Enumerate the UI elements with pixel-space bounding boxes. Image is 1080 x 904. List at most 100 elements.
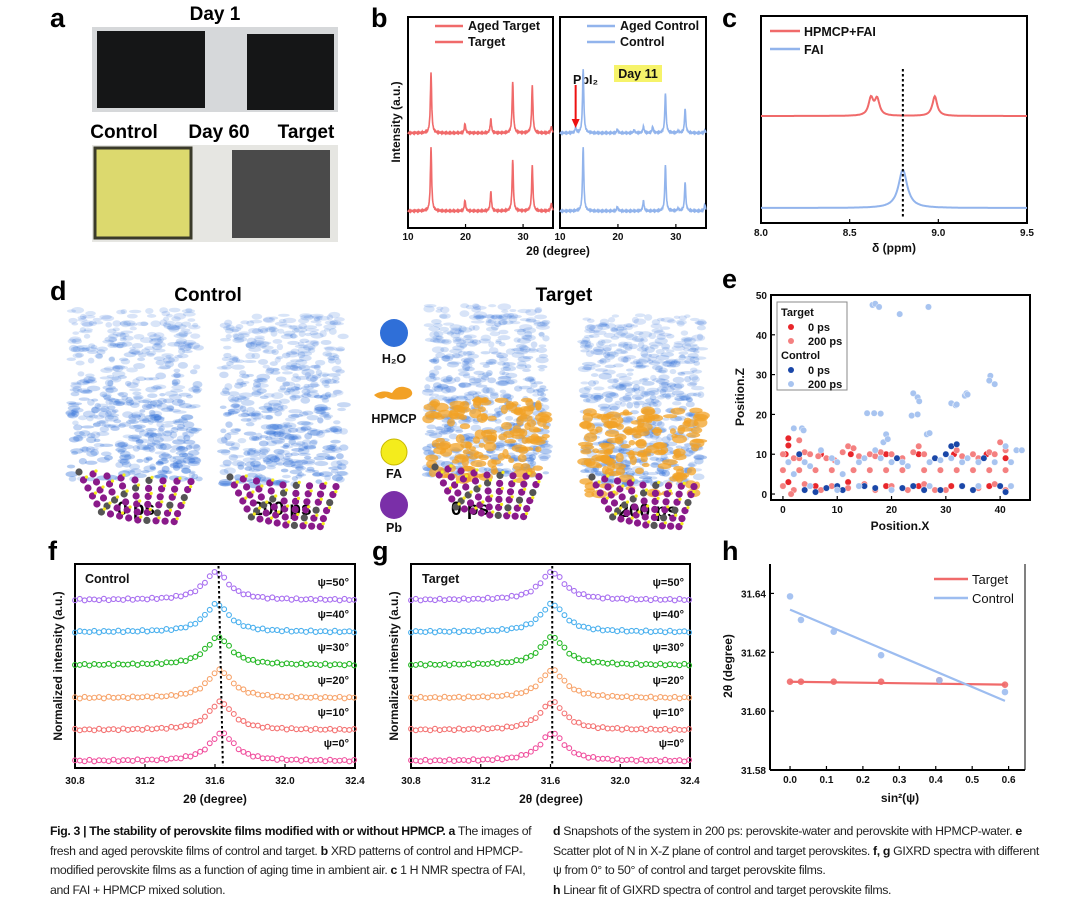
water-molecule xyxy=(290,434,302,440)
data-marker xyxy=(412,661,419,668)
scatter-point xyxy=(975,482,982,490)
data-marker xyxy=(628,595,635,602)
water-molecule xyxy=(180,414,194,421)
data-marker xyxy=(441,693,448,700)
water-molecule xyxy=(235,323,244,330)
water-molecule xyxy=(281,474,291,479)
data-marker xyxy=(633,758,640,764)
water-molecule xyxy=(92,422,107,427)
water-molecule xyxy=(187,318,196,322)
water-molecule xyxy=(84,460,98,465)
water-molecule xyxy=(108,357,115,362)
water-molecule xyxy=(171,378,181,385)
data-marker xyxy=(465,726,472,733)
data-marker xyxy=(177,657,184,664)
fa-molecule xyxy=(128,505,132,509)
water-molecule xyxy=(242,457,256,463)
water-molecule xyxy=(235,395,247,400)
water-molecule xyxy=(265,454,278,461)
water-molecule xyxy=(323,346,338,350)
fa-molecule xyxy=(525,511,529,516)
data-marker xyxy=(671,757,678,764)
data-marker xyxy=(144,693,151,700)
water-molecule xyxy=(106,405,116,410)
water-molecule xyxy=(227,395,236,402)
scatter-point xyxy=(953,446,961,454)
water-molecule xyxy=(651,319,661,326)
pb-atom xyxy=(454,489,462,497)
water-molecule xyxy=(586,318,595,323)
data-point xyxy=(1001,688,1009,696)
water-molecule xyxy=(472,325,480,331)
data-marker xyxy=(460,627,467,634)
pb-atom xyxy=(144,500,152,508)
water-molecule xyxy=(622,343,633,350)
water-molecule xyxy=(112,364,125,370)
data-marker xyxy=(168,723,175,730)
data-marker xyxy=(91,627,98,634)
data-marker xyxy=(676,628,683,635)
water-molecule xyxy=(680,370,695,375)
water-molecule xyxy=(602,344,612,352)
water-molecule xyxy=(485,387,495,394)
data-marker xyxy=(671,629,678,636)
data-marker xyxy=(96,725,103,732)
water-molecule xyxy=(250,464,260,469)
water-molecule xyxy=(152,416,165,421)
fa-molecule xyxy=(527,471,531,475)
data-marker xyxy=(527,620,534,627)
data-marker xyxy=(657,660,664,667)
scatter-point xyxy=(991,458,999,466)
water-molecule xyxy=(246,320,255,327)
data-marker xyxy=(561,742,568,749)
data-marker xyxy=(322,726,329,733)
h2o-icon xyxy=(380,319,408,347)
water-molecule xyxy=(660,453,668,460)
fa-molecule xyxy=(319,497,323,501)
water-molecule xyxy=(539,448,552,455)
data-marker xyxy=(542,672,549,679)
data-marker xyxy=(317,628,324,635)
scatter-point xyxy=(795,466,803,474)
water-molecule xyxy=(246,472,258,478)
fa-molecule xyxy=(605,496,609,500)
data-marker xyxy=(432,757,438,764)
water-molecule xyxy=(659,394,671,398)
fit-line xyxy=(790,680,1005,686)
water-molecule xyxy=(112,331,126,336)
hpmcp-molecule xyxy=(439,440,451,450)
water-molecule xyxy=(318,471,333,478)
pb-atom xyxy=(604,483,612,491)
pb-atom xyxy=(322,507,331,515)
data-marker xyxy=(81,693,88,700)
water-molecule xyxy=(175,451,187,456)
fa-molecule xyxy=(93,491,98,495)
water-molecule xyxy=(122,469,135,473)
pb-atom xyxy=(144,492,152,500)
water-molecule xyxy=(333,317,345,322)
water-molecule xyxy=(303,444,317,449)
water-molecule xyxy=(516,364,528,370)
scatter-point xyxy=(953,440,961,448)
data-marker xyxy=(609,757,616,764)
water-molecule xyxy=(255,432,263,440)
data-marker xyxy=(110,662,117,669)
data-marker xyxy=(250,722,257,729)
water-molecule xyxy=(331,376,340,382)
data-marker xyxy=(412,727,419,734)
data-marker xyxy=(671,597,678,604)
pb-atom xyxy=(662,498,670,506)
water-molecule xyxy=(170,445,184,450)
water-molecule xyxy=(142,398,152,404)
data-marker xyxy=(479,628,486,635)
water-molecule xyxy=(320,411,330,416)
scatter-point xyxy=(871,446,879,454)
pb-atom xyxy=(187,478,195,486)
water-molecule xyxy=(272,339,283,344)
water-molecule xyxy=(114,365,129,370)
data-marker xyxy=(139,757,146,764)
water-molecule xyxy=(429,358,437,363)
water-molecule xyxy=(166,404,175,412)
data-marker xyxy=(475,757,482,764)
water-molecule xyxy=(75,360,85,366)
